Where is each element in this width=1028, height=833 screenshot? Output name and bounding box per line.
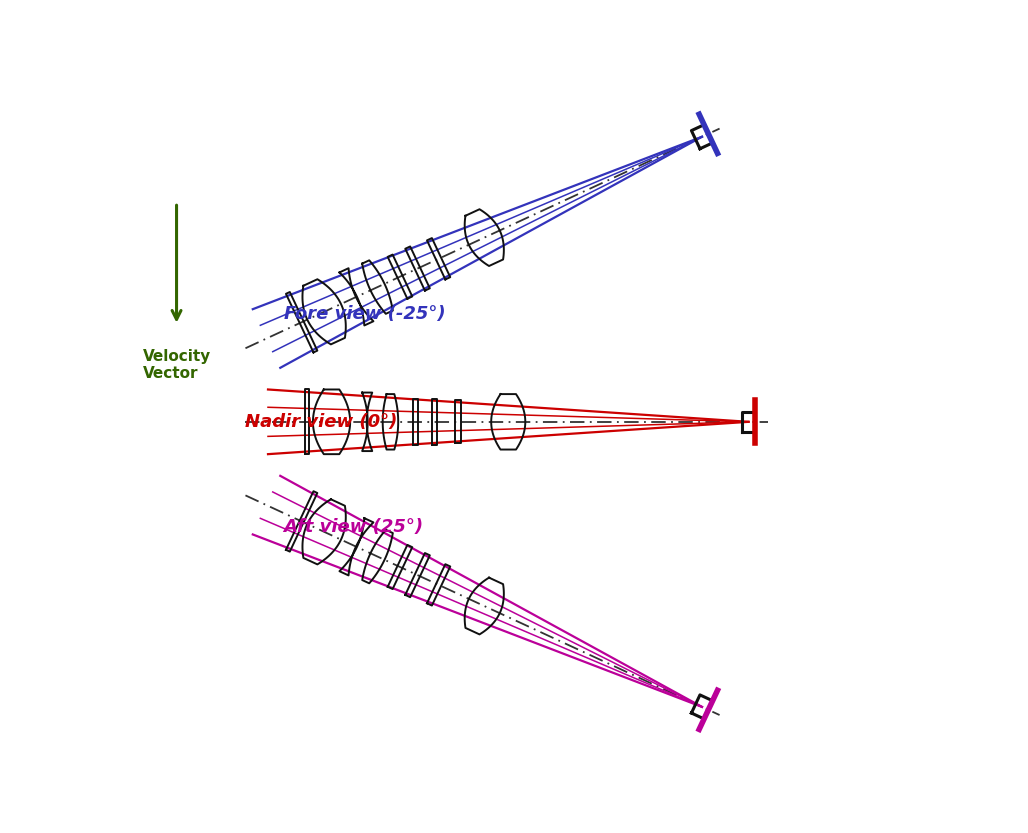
Text: Fore view (-25°): Fore view (-25°) <box>284 305 445 323</box>
Text: Velocity
Vector: Velocity Vector <box>143 349 211 381</box>
Text: Nadir view (0°): Nadir view (0°) <box>245 413 397 431</box>
Text: Aft view (25°): Aft view (25°) <box>284 518 424 536</box>
